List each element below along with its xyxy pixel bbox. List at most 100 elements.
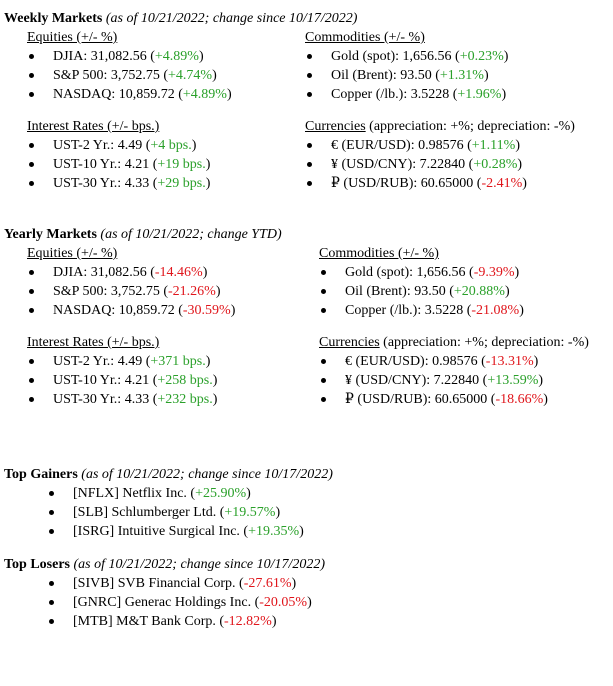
- list-item: [MTB] M&T Bank Corp. (-12.82%): [47, 612, 312, 631]
- top-losers-block: [SIVB] SVB Financial Corp. (-27.61%) [GNR…: [47, 574, 312, 631]
- weekly-currencies-block: Currencies (appreciation: +%; depreciati…: [305, 117, 590, 193]
- top-gainers-list: [NFLX] Netflix Inc. (+25.90%) [SLB] Schlu…: [47, 484, 304, 541]
- item-label: UST-10 Yr.: 4.21 (: [53, 373, 158, 388]
- item-change: -2.41%: [481, 176, 523, 191]
- item-label: ₽ (USD/RUB): 60.65000 (: [345, 392, 496, 407]
- yearly-rates-header: Interest Rates (+/- bps.): [27, 335, 160, 350]
- yearly-commodities-list: Gold (spot): 1,656.56 (-9.39%) Oil (Brent…: [319, 263, 524, 320]
- item-label: Copper (/lb.): 3.5228 (: [331, 87, 458, 102]
- item-close-paren: ): [246, 486, 251, 501]
- item-close-paren: ): [205, 354, 211, 369]
- top-losers-title: Top Losers (as of 10/21/2022; change sin…: [4, 555, 325, 574]
- yearly-currencies-header: Currencies (appreciation: +%; depreciati…: [319, 333, 604, 352]
- yearly-commodities-block: Commodities (+/- %) Gold (spot): 1,656.5…: [319, 244, 524, 320]
- yearly-currencies-block: Currencies (appreciation: +%; depreciati…: [319, 333, 604, 409]
- list-item: Oil (Brent): 93.50 (+20.88%): [319, 282, 524, 301]
- item-label: DJIA: 31,082.56 (: [53, 49, 155, 64]
- item-close-paren: ): [522, 176, 527, 191]
- item-change: -20.05%: [259, 595, 308, 610]
- item-change: -27.61%: [243, 576, 292, 591]
- weekly-rates-header: Interest Rates (+/- bps.): [27, 119, 160, 134]
- weekly-equities-block: Equities (+/- %) DJIA: 31,082.56 (+4.89%…: [27, 28, 232, 104]
- yearly-title-text: Yearly Markets: [4, 227, 97, 242]
- yearly-markets-title: Yearly Markets (as of 10/21/2022; change…: [4, 225, 282, 244]
- item-label: Oil (Brent): 93.50 (: [345, 284, 454, 299]
- item-close-paren: ): [307, 595, 312, 610]
- item-label: UST-2 Yr.: 4.49 (: [53, 354, 151, 369]
- list-item: UST-30 Yr.: 4.33 (+232 bps.): [27, 390, 217, 409]
- weekly-rates-block: Interest Rates (+/- bps.) UST-2 Yr.: 4.4…: [27, 117, 210, 193]
- item-close-paren: ): [519, 303, 524, 318]
- item-label: [MTB] M&T Bank Corp. (: [73, 614, 225, 629]
- item-close-paren: ): [538, 373, 544, 388]
- list-item: S&P 500: 3,752.75 (+4.74%): [27, 66, 232, 85]
- item-label: NASDAQ: 10,859.72 (: [53, 303, 183, 318]
- weekly-currencies-header: Currencies (appreciation: +%; depreciati…: [305, 117, 590, 136]
- list-item: [NFLX] Netflix Inc. (+25.90%): [47, 484, 304, 503]
- list-item: NASDAQ: 10,859.72 (-30.59%): [27, 301, 235, 320]
- item-close-paren: ): [291, 576, 297, 591]
- list-item: Gold (spot): 1,656.56 (-9.39%): [319, 263, 524, 282]
- weekly-subtitle-text: (as of 10/21/2022; change since 10/17/20…: [105, 11, 358, 26]
- item-label: S&P 500: 3,752.75 (: [53, 284, 168, 299]
- item-close-paren: ): [205, 157, 211, 172]
- item-change: -14.46%: [154, 265, 203, 280]
- item-label: UST-30 Yr.: 4.33 (: [53, 176, 158, 191]
- yearly-rates-list: UST-2 Yr.: 4.49 (+371 bps.) UST-10 Yr.: 4…: [27, 352, 217, 409]
- item-close-paren: ): [504, 284, 510, 299]
- item-change: +1.31%: [439, 68, 484, 83]
- item-change: -21.08%: [471, 303, 520, 318]
- item-close-paren: ): [543, 392, 548, 407]
- item-change: -30.59%: [182, 303, 231, 318]
- item-label: [NFLX] Netflix Inc. (: [73, 486, 196, 501]
- yearly-commodities-header: Commodities (+/- %): [319, 246, 439, 261]
- list-item: [SLB] Schlumberger Ltd. (+19.57%): [47, 503, 304, 522]
- list-item: € (EUR/USD): 0.98576 (-13.31%): [319, 352, 604, 371]
- item-close-paren: ): [215, 284, 221, 299]
- item-change: +258 bps.: [157, 373, 213, 388]
- item-close-paren: ): [202, 265, 208, 280]
- yearly-currencies-list: € (EUR/USD): 0.98576 (-13.31%) ¥ (USD/CNY…: [319, 352, 604, 409]
- item-change: -9.39%: [473, 265, 515, 280]
- item-label: ₽ (USD/RUB): 60.65000 (: [331, 176, 482, 191]
- item-close-paren: ): [483, 68, 489, 83]
- item-change: -12.82%: [224, 614, 272, 629]
- item-change: +4.74%: [168, 68, 213, 83]
- item-change: +20.88%: [453, 284, 505, 299]
- weekly-markets-title: Weekly Markets (as of 10/21/2022; change…: [4, 9, 357, 28]
- weekly-currencies-header-note: (appreciation: +%; depreciation: -%): [365, 119, 575, 134]
- list-item: UST-10 Yr.: 4.21 (+258 bps.): [27, 371, 217, 390]
- list-item: ¥ (USD/CNY): 7.22840 (+0.28%): [305, 155, 590, 174]
- item-change: +1.96%: [457, 87, 502, 102]
- list-item: Copper (/lb.): 3.5228 (-21.08%): [319, 301, 524, 320]
- item-close-paren: ): [514, 265, 520, 280]
- item-change: +13.59%: [487, 373, 539, 388]
- item-close-paren: ): [275, 505, 281, 520]
- item-change: +4.89%: [182, 87, 227, 102]
- list-item: UST-10 Yr.: 4.21 (+19 bps.): [27, 155, 210, 174]
- item-close-paren: ): [501, 87, 507, 102]
- weekly-commodities-header: Commodities (+/- %): [305, 30, 425, 45]
- item-label: [SLB] Schlumberger Ltd. (: [73, 505, 225, 520]
- item-label: [GNRC] Generac Holdings Inc. (: [73, 595, 260, 610]
- item-change: +0.28%: [473, 157, 518, 172]
- item-change: +4.89%: [154, 49, 199, 64]
- item-close-paren: ): [212, 68, 217, 83]
- list-item: NASDAQ: 10,859.72 (+4.89%): [27, 85, 232, 104]
- losers-title-text: Top Losers: [4, 557, 71, 572]
- item-change: -13.31%: [485, 354, 534, 369]
- item-label: DJIA: 31,082.56 (: [53, 265, 155, 280]
- item-label: ¥ (USD/CNY): 7.22840 (: [331, 157, 474, 172]
- yearly-currencies-header-note: (appreciation: +%; depreciation: -%): [379, 335, 589, 350]
- yearly-equities-header: Equities (+/- %): [27, 246, 118, 261]
- top-losers-list: [SIVB] SVB Financial Corp. (-27.61%) [GNR…: [47, 574, 312, 631]
- item-label: € (EUR/USD): 0.98576 (: [331, 138, 472, 153]
- top-gainers-block: [NFLX] Netflix Inc. (+25.90%) [SLB] Schlu…: [47, 484, 304, 541]
- list-item: Gold (spot): 1,656.56 (+0.23%): [305, 47, 508, 66]
- item-label: UST-30 Yr.: 4.33 (: [53, 392, 158, 407]
- yearly-equities-list: DJIA: 31,082.56 (-14.46%) S&P 500: 3,752.…: [27, 263, 235, 320]
- item-change: +29 bps.: [157, 176, 206, 191]
- item-change: +25.90%: [195, 486, 247, 501]
- weekly-title-text: Weekly Markets: [4, 11, 103, 26]
- item-label: UST-10 Yr.: 4.21 (: [53, 157, 158, 172]
